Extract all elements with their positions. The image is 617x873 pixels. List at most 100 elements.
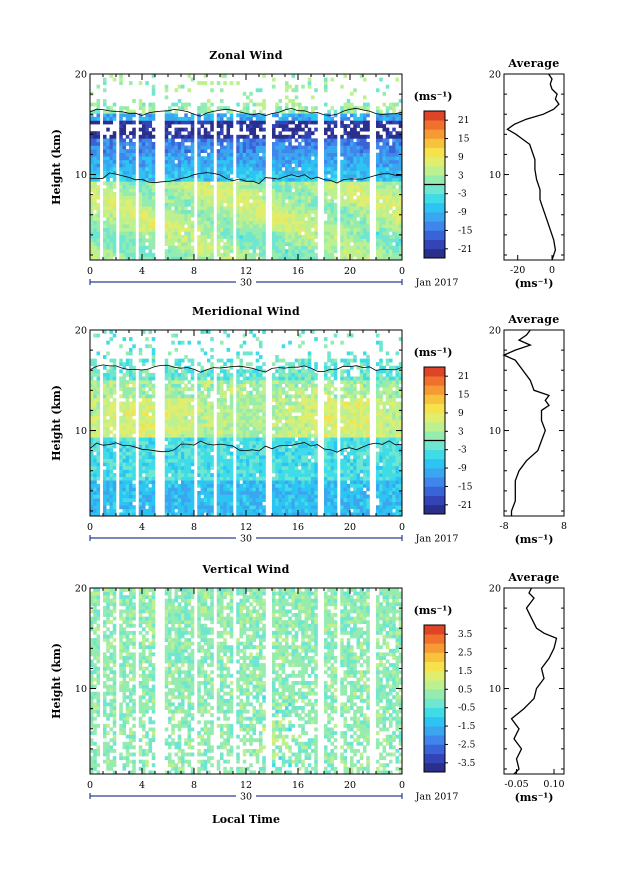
heatmap-cell <box>106 199 110 204</box>
heatmap-cell <box>197 141 201 146</box>
heatmap-cell <box>376 167 380 171</box>
heatmap-cell <box>125 213 130 218</box>
heatmap-cell <box>96 167 101 171</box>
heatmap-cell <box>389 134 393 139</box>
heatmap-cell <box>184 188 188 193</box>
heatmap-cell <box>359 195 364 200</box>
heatmap-cell <box>125 401 130 406</box>
heatmap-cell <box>138 220 143 225</box>
heatmap-cell <box>220 120 224 125</box>
heatmap-cell <box>324 245 328 250</box>
heatmap-cell <box>226 242 231 246</box>
heatmap-cell <box>148 401 153 406</box>
heatmap-cell <box>298 242 302 246</box>
heatmap-cell <box>96 430 101 435</box>
heatmap-cell <box>106 242 110 246</box>
heatmap-cell <box>353 217 357 221</box>
heatmap-cell <box>207 184 211 189</box>
heatmap-cell <box>259 209 263 214</box>
heatmap-cell <box>168 149 172 153</box>
heatmap-cell <box>301 224 305 229</box>
heatmap-cell <box>236 206 240 211</box>
heatmap-cell <box>236 256 240 261</box>
heatmap-cell <box>119 242 123 246</box>
heatmap-cell <box>129 213 133 218</box>
heatmap-cell <box>122 498 127 502</box>
heatmap-cell <box>275 202 279 207</box>
heatmap-cell <box>272 77 276 82</box>
heatmap-cell <box>125 394 130 399</box>
heatmap-cell <box>119 501 123 506</box>
heatmap-cell <box>187 465 192 470</box>
heatmap-cell <box>220 430 224 435</box>
heatmap-cell <box>311 131 315 136</box>
heatmap-cell <box>330 195 335 200</box>
heatmap-cell <box>304 238 309 243</box>
heatmap-cell <box>281 145 286 150</box>
heatmap-cell <box>242 245 247 250</box>
heatmap-cell <box>106 181 110 186</box>
heatmap-cell <box>216 476 221 481</box>
heatmap-cell <box>103 430 107 435</box>
heatmap-cell <box>366 156 370 161</box>
heatmap-cell <box>226 490 231 495</box>
heatmap-cell <box>181 145 185 150</box>
heatmap-cell <box>125 217 130 221</box>
heatmap-cell <box>145 437 149 442</box>
heatmap-cell <box>236 188 240 193</box>
heatmap-cell <box>330 177 335 182</box>
heatmap-cell <box>333 242 338 246</box>
heatmap-cell <box>122 501 127 506</box>
heatmap-cell <box>272 177 276 182</box>
heatmap-cell <box>132 234 136 239</box>
heatmap-cell <box>255 188 260 193</box>
heatmap-cell <box>262 184 266 189</box>
heatmap-cell <box>200 423 205 427</box>
heatmap-cell <box>207 256 211 261</box>
heatmap-cell <box>90 170 94 175</box>
heatmap-cell <box>239 390 244 395</box>
heatmap-cell <box>229 116 234 121</box>
heatmap-cell <box>389 224 393 229</box>
heatmap-cell <box>171 390 175 395</box>
heatmap-cell <box>164 362 169 367</box>
heatmap-cell <box>382 127 387 132</box>
heatmap-cell <box>103 372 107 377</box>
heatmap-cell <box>376 213 380 218</box>
heatmap-cell <box>307 238 312 243</box>
heatmap-cell <box>350 141 354 146</box>
heatmap-cell <box>96 423 101 427</box>
heatmap-cell <box>327 134 331 139</box>
heatmap-cell <box>132 249 136 254</box>
heatmap-cell <box>314 213 318 218</box>
heatmap-cell <box>197 448 201 452</box>
heatmap-cell <box>200 505 205 510</box>
heatmap-cell <box>226 195 231 200</box>
heatmap-cell <box>239 358 244 363</box>
heatmap-cell <box>168 426 172 431</box>
heatmap-cell <box>129 501 133 506</box>
heatmap-cell <box>200 192 205 196</box>
heatmap-cell <box>187 170 192 175</box>
heatmap-cell <box>229 365 234 370</box>
heatmap-cell <box>291 220 296 225</box>
heatmap-cell <box>96 217 101 221</box>
heatmap-cell <box>138 483 143 488</box>
heatmap-cell <box>226 234 231 239</box>
heatmap-cell <box>171 234 175 239</box>
heatmap-cell <box>216 437 221 442</box>
heatmap-cell <box>229 249 234 254</box>
heatmap-cell <box>187 405 192 409</box>
heatmap-cell <box>145 508 149 513</box>
heatmap-cell <box>236 199 240 204</box>
heatmap-cell <box>177 372 182 377</box>
heatmap-cell <box>119 116 123 121</box>
heatmap-cell <box>255 102 260 107</box>
heatmap-cell <box>125 195 130 200</box>
heatmap-cell <box>301 174 305 179</box>
heatmap-cell <box>151 483 156 488</box>
heatmap-cell <box>340 195 344 200</box>
heatmap-cell <box>148 177 153 182</box>
heatmap-cell <box>272 174 276 179</box>
heatmap-cell <box>171 242 175 246</box>
